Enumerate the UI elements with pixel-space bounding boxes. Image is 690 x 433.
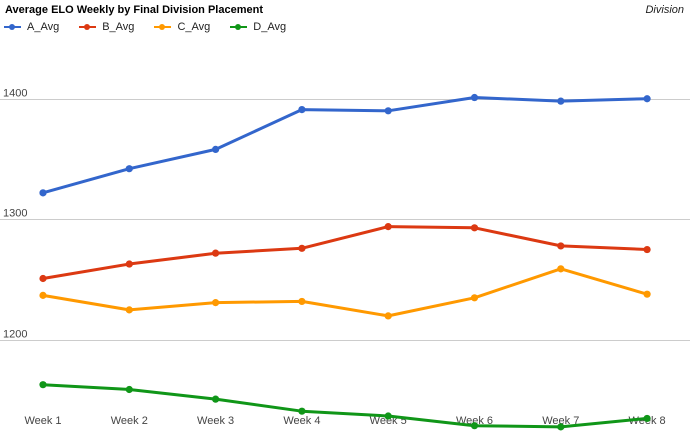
data-point-d-avg-6 xyxy=(470,422,479,430)
data-point-c-avg-7 xyxy=(557,265,565,273)
data-point-d-avg-8 xyxy=(643,414,651,423)
data-point-c-avg-5 xyxy=(384,312,392,320)
data-point-c-avg-8 xyxy=(643,290,651,298)
legend-label-c-avg: C_Avg xyxy=(177,21,211,33)
legend-swatch-b-avg xyxy=(79,24,97,30)
data-point-b-avg-8 xyxy=(643,245,651,254)
y-tick-label-1300: 1300 xyxy=(3,208,27,220)
data-point-a-avg-5 xyxy=(384,107,392,115)
legend-swatch-a-avg xyxy=(4,24,21,30)
data-point-a-avg-4 xyxy=(298,105,306,114)
legend-swatch-d-avg xyxy=(230,24,248,30)
x-tick-label-4: Week 4 xyxy=(283,415,320,427)
data-point-b-avg-4 xyxy=(298,244,306,252)
data-point-a-avg-7 xyxy=(557,97,565,105)
series-line-d-avg xyxy=(41,383,649,429)
data-point-d-avg-3 xyxy=(212,395,220,403)
data-point-d-avg-4 xyxy=(298,407,306,415)
series-line-b-avg xyxy=(41,225,649,280)
data-point-d-avg-5 xyxy=(384,412,392,420)
series-line-c-avg xyxy=(41,267,649,318)
legend-item-d-avg: D_Avg xyxy=(230,21,286,33)
data-point-d-avg-2 xyxy=(125,385,133,394)
legend-label-a-avg: A_Avg xyxy=(27,21,60,33)
data-point-c-avg-1 xyxy=(39,291,47,299)
data-point-a-avg-6 xyxy=(470,93,479,102)
legend-label-d-avg: D_Avg xyxy=(253,21,287,33)
data-point-c-avg-2 xyxy=(125,306,133,314)
series-line-a-avg xyxy=(41,96,649,195)
data-point-b-avg-2 xyxy=(125,260,133,268)
data-point-c-avg-4 xyxy=(298,297,306,306)
data-point-b-avg-1 xyxy=(39,274,47,283)
data-point-d-avg-7 xyxy=(557,423,565,431)
data-point-a-avg-3 xyxy=(212,145,220,154)
data-point-d-avg-1 xyxy=(39,381,47,389)
data-point-b-avg-6 xyxy=(470,224,479,232)
x-tick-label-3: Week 3 xyxy=(197,415,234,427)
division-label: Division xyxy=(645,4,684,16)
legend-item-a-avg: A_Avg xyxy=(4,21,59,33)
legend: A_Avg B_Avg C_Avg D_Avg xyxy=(4,21,306,33)
data-point-b-avg-3 xyxy=(212,249,220,257)
data-point-a-avg-1 xyxy=(39,189,47,197)
y-tick-label-1200: 1200 xyxy=(3,329,27,341)
data-point-a-avg-8 xyxy=(643,95,651,103)
data-point-b-avg-5 xyxy=(384,223,392,231)
x-tick-label-7: Week 7 xyxy=(542,415,579,427)
legend-item-b-avg: B_Avg xyxy=(79,21,134,33)
legend-label-b-avg: B_Avg xyxy=(102,21,135,33)
chart-title: Average ELO Weekly by Final Division Pla… xyxy=(5,4,263,16)
data-point-c-avg-6 xyxy=(470,294,479,302)
x-tick-label-1: Week 1 xyxy=(24,415,61,427)
data-point-a-avg-2 xyxy=(125,165,133,173)
legend-item-c-avg: C_Avg xyxy=(154,21,210,33)
x-tick-label-2: Week 2 xyxy=(111,415,148,427)
y-tick-label-1400: 1400 xyxy=(3,88,27,100)
data-point-b-avg-7 xyxy=(557,242,565,250)
data-point-c-avg-3 xyxy=(212,299,220,307)
legend-swatch-c-avg xyxy=(154,24,172,30)
